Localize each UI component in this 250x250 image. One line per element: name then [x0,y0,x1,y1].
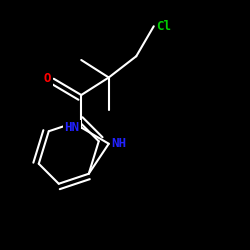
Text: Cl: Cl [156,20,171,33]
Text: NH: NH [111,137,126,150]
Text: O: O [44,72,51,85]
Text: HN: HN [64,121,79,134]
